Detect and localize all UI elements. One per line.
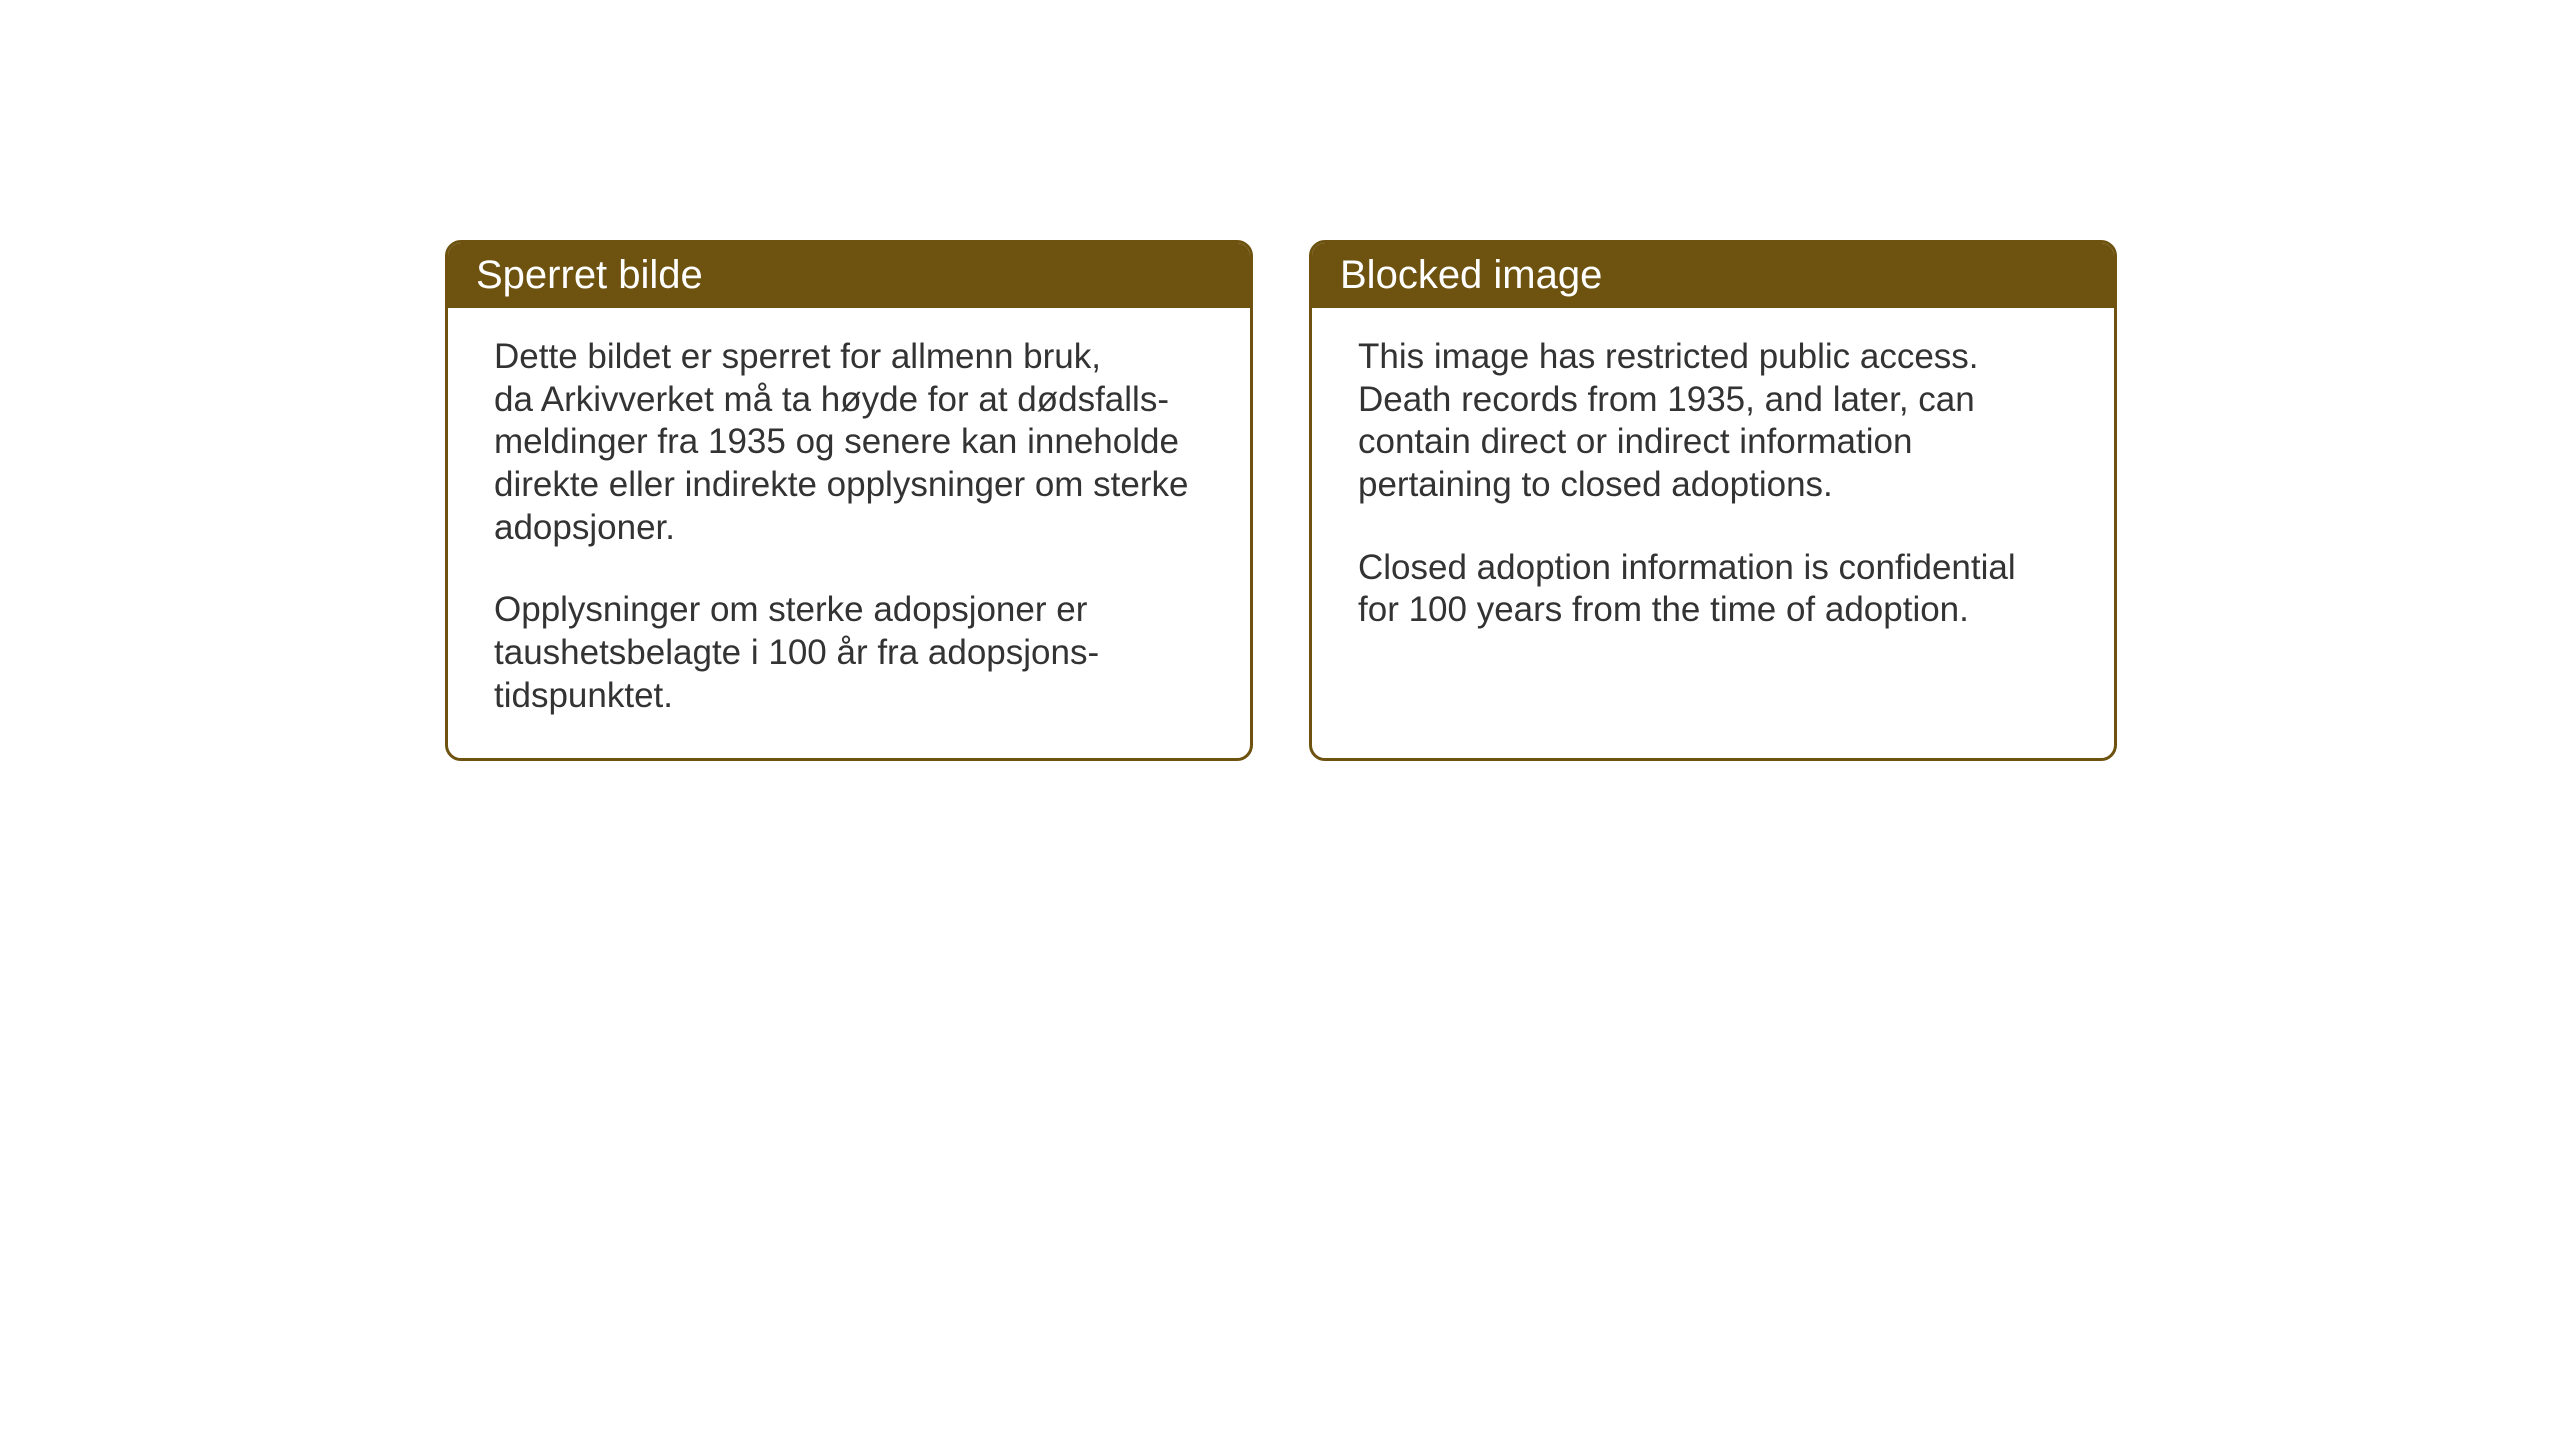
notice-title-english: Blocked image: [1340, 253, 1602, 297]
notice-body-norwegian: Dette bildet er sperret for allmenn bruk…: [448, 308, 1250, 758]
notice-header-english: Blocked image: [1312, 243, 2114, 308]
notice-paragraph-1-norwegian: Dette bildet er sperret for allmenn bruk…: [494, 336, 1204, 549]
notice-body-english: This image has restricted public access.…: [1312, 308, 2114, 728]
notice-header-norwegian: Sperret bilde: [448, 243, 1250, 308]
notice-title-norwegian: Sperret bilde: [476, 253, 703, 297]
notice-card-norwegian: Sperret bilde Dette bildet er sperret fo…: [445, 240, 1253, 761]
notice-paragraph-1-english: This image has restricted public access.…: [1358, 336, 2068, 507]
notice-card-english: Blocked image This image has restricted …: [1309, 240, 2117, 761]
notice-paragraph-2-norwegian: Opplysninger om sterke adopsjoner ertaus…: [494, 589, 1204, 717]
notice-container: Sperret bilde Dette bildet er sperret fo…: [445, 240, 2117, 761]
notice-paragraph-2-english: Closed adoption information is confident…: [1358, 547, 2068, 632]
